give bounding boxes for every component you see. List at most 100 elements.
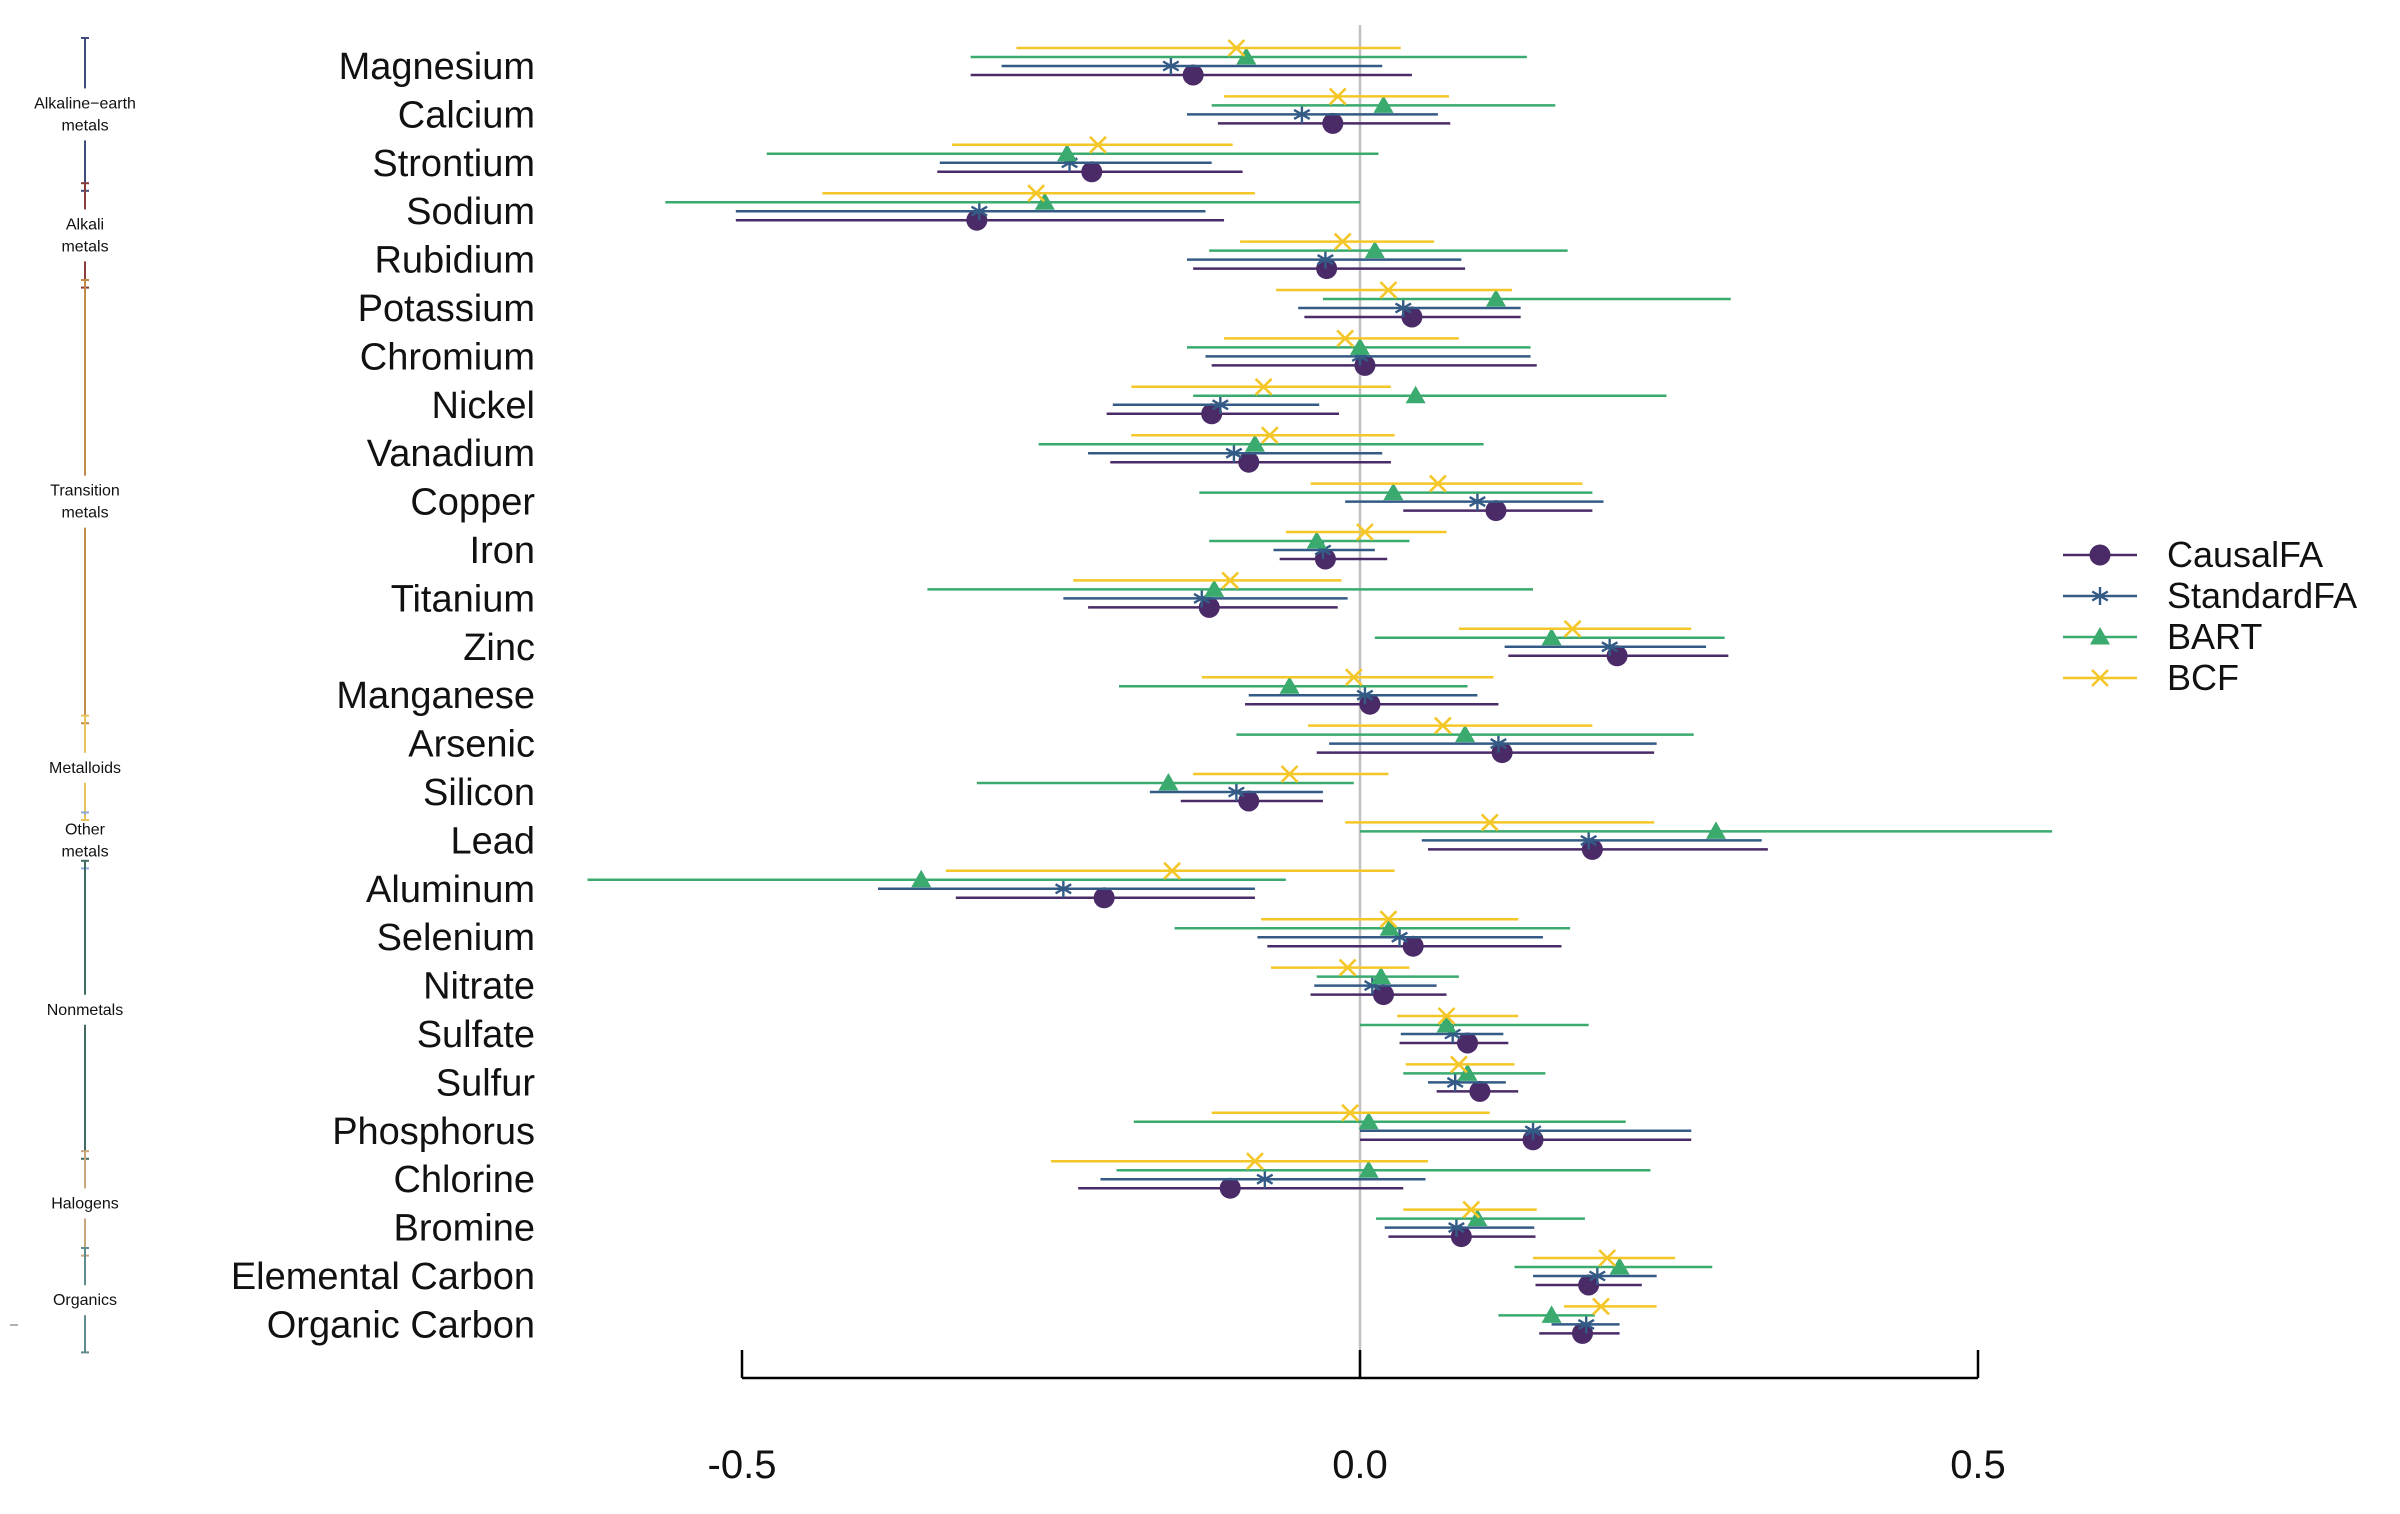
component-label-strontium: Strontium: [372, 143, 535, 185]
component-label-iron: Iron: [470, 530, 535, 572]
legend-item-causalfa: CausalFA: [2063, 534, 2323, 575]
point-causalfa-lead: [1581, 838, 1603, 860]
point-standardfa-manganese: [1356, 686, 1374, 705]
point-causalfa-copper: [1485, 500, 1507, 522]
point-standardfa-vanadium: [1225, 444, 1243, 463]
point-bcf-nickel: [1254, 377, 1273, 396]
point-standardfa-rubidium: [1317, 250, 1334, 269]
point-bart-rubidium: [1364, 240, 1385, 259]
point-bcf-bromine: [1462, 1200, 1481, 1219]
component-label-silicon: Silicon: [423, 772, 535, 814]
point-causalfa-zinc: [1606, 645, 1628, 667]
group-label-other-metals: metals: [61, 843, 108, 860]
component-label-calcium: Calcium: [398, 94, 535, 136]
point-bcf-rubidium: [1333, 232, 1352, 251]
point-standardfa-phosphorus: [1524, 1121, 1542, 1140]
point-bart-strontium: [1057, 143, 1078, 162]
component-label-sodium: Sodium: [406, 191, 535, 233]
series-causalfa: [735, 64, 1768, 1344]
point-standardfa-aluminum: [1054, 879, 1072, 898]
component-label-rubidium: Rubidium: [374, 240, 535, 282]
component-labels: Magnesium Calcium Strontium Sodium Rubidium P…: [231, 46, 536, 1346]
point-bcf-sulfur: [1449, 1055, 1468, 1074]
point-standardfa-potassium: [1394, 299, 1412, 317]
group-label-halogens: Halogens: [51, 1195, 119, 1212]
legend-label-bcf: BCF: [2167, 657, 2239, 698]
component-label-phosphorus: Phosphorus: [332, 1111, 535, 1153]
point-bart-potassium: [1485, 289, 1506, 307]
point-bart-nickel: [1405, 385, 1426, 404]
component-label-organic-carbon: Organic Carbon: [267, 1304, 535, 1346]
x-tick-label-2: 0.5: [1950, 1443, 2006, 1487]
point-bart-calcium: [1373, 95, 1394, 113]
component-label-sulfur: Sulfur: [436, 1062, 536, 1104]
point-standardfa-organic-carbon: [1577, 1315, 1595, 1334]
point-bart-copper: [1383, 482, 1404, 501]
group-label-nonmetals: Nonmetals: [47, 1002, 123, 1019]
point-bart-sulfate: [1436, 1015, 1457, 1033]
component-label-copper: Copper: [410, 482, 535, 524]
point-standardfa-elemental-carbon: [1588, 1267, 1606, 1285]
point-bart-elemental-carbon: [1609, 1257, 1630, 1275]
point-bcf-copper: [1428, 474, 1447, 493]
point-causalfa-magnesium: [1182, 64, 1204, 86]
point-standardfa-calcium: [1293, 105, 1311, 124]
point-bcf-selenium: [1379, 910, 1398, 929]
component-label-elemental-carbon: Elemental Carbon: [231, 1256, 535, 1298]
point-bart-zinc: [1541, 627, 1562, 646]
point-bcf-nitrate: [1338, 958, 1357, 977]
point-causalfa-organic-carbon: [1571, 1322, 1593, 1344]
component-label-bromine: Bromine: [394, 1208, 536, 1250]
component-label-nitrate: Nitrate: [423, 966, 535, 1008]
point-bart-nitrate: [1371, 966, 1392, 985]
component-label-vanadium: Vanadium: [367, 433, 535, 475]
legend-marker-bart: [2090, 627, 2110, 645]
point-causalfa-titanium: [1198, 596, 1220, 618]
point-bart-aluminum: [911, 869, 932, 888]
legend-label-bart: BART: [2167, 616, 2262, 657]
group-label-other-metals: Other: [65, 821, 106, 838]
point-bcf-phosphorus: [1341, 1103, 1360, 1122]
x-tick-label-1: 0.0: [1332, 1443, 1388, 1487]
group-label-alkaline-earth-metals: metals: [61, 117, 108, 134]
point-bcf-magnesium: [1227, 39, 1246, 57]
group-label-organics: Organics: [53, 1292, 117, 1309]
group-label-transition-metals: metals: [61, 505, 108, 522]
point-standardfa-copper: [1469, 492, 1486, 511]
component-label-lead: Lead: [450, 820, 535, 862]
point-standardfa-lead: [1580, 831, 1598, 850]
point-standardfa-silicon: [1228, 783, 1245, 801]
x-axis: -0.5 0.0 0.5: [708, 1350, 2006, 1487]
point-bart-silicon: [1158, 773, 1179, 791]
point-bcf-calcium: [1328, 87, 1347, 106]
component-label-zinc: Zinc: [463, 627, 535, 669]
component-label-selenium: Selenium: [377, 917, 535, 959]
component-label-magnesium: Magnesium: [339, 46, 535, 88]
point-bart-vanadium: [1244, 434, 1265, 452]
point-bcf-manganese: [1344, 668, 1363, 687]
estimate-intervals: [587, 39, 2053, 1344]
component-label-manganese: Manganese: [336, 675, 535, 717]
point-bcf-elemental-carbon: [1598, 1249, 1617, 1267]
legend-item-bart: BART: [2063, 616, 2262, 657]
legend-item-bcf: BCF: [2063, 657, 2239, 698]
point-causalfa-elemental-carbon: [1578, 1274, 1600, 1296]
point-bcf-chlorine: [1246, 1152, 1264, 1171]
group-label-metalloids: Metalloids: [49, 760, 121, 777]
point-standardfa-nickel: [1211, 395, 1229, 414]
point-bcf-titanium: [1221, 571, 1240, 590]
point-causalfa-selenium: [1402, 935, 1424, 957]
point-bart-manganese: [1279, 676, 1300, 694]
point-causalfa-sulfate: [1457, 1032, 1479, 1054]
point-causalfa-sulfur: [1469, 1080, 1491, 1102]
point-bcf-aluminum: [1163, 861, 1182, 880]
group-annotations: Alkaline−earth metals Alkali metals Transiti…: [10, 37, 136, 1354]
point-bart-chromium: [1350, 337, 1370, 355]
component-label-titanium: Titanium: [391, 578, 535, 620]
point-bcf-iron: [1356, 523, 1374, 541]
legend-label-standardfa: StandardFA: [2167, 575, 2357, 616]
point-standardfa-arsenic: [1490, 734, 1507, 753]
legend-marker-causalfa: [2089, 544, 2111, 566]
x-tick-label-0: -0.5: [708, 1443, 777, 1487]
